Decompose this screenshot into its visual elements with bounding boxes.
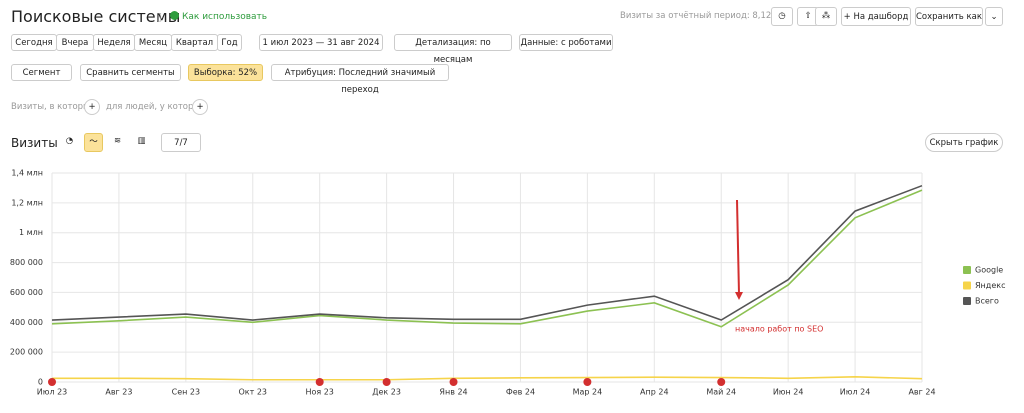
filter-people: для людей, у которых xyxy=(106,102,206,112)
x-tick-label: Май 24 xyxy=(706,388,736,397)
add-visit-filter[interactable]: + xyxy=(84,99,100,115)
attribution-button[interactable]: Атрибуция: Последний значимый переход xyxy=(271,64,449,95)
chart-metric: Визиты xyxy=(11,136,58,150)
legend-label: Яндекс xyxy=(975,281,1005,290)
event-marker xyxy=(48,378,56,386)
page-title: Поисковые системы xyxy=(11,7,181,26)
detail-button[interactable]: Детализация: по месяцам xyxy=(394,34,512,65)
hide-chart[interactable]: Скрыть график xyxy=(925,133,1003,152)
help-text[interactable]: Как использовать xyxy=(182,12,268,22)
y-tick-label: 1,4 млн xyxy=(11,169,43,178)
period-button[interactable]: Вчера xyxy=(56,34,94,51)
line-view[interactable]: 〜 xyxy=(84,133,103,152)
filter-visits: Визиты, в которых xyxy=(11,102,95,112)
legend-swatch xyxy=(963,297,971,305)
y-tick-label: 1 млн xyxy=(19,228,43,237)
dashboard-text[interactable]: На дашборд xyxy=(853,12,909,22)
event-marker xyxy=(449,378,458,386)
series-line xyxy=(51,189,923,328)
sample-button[interactable]: Выборка: 52% xyxy=(188,64,263,81)
x-tick-label: Фев 24 xyxy=(506,388,535,397)
x-tick-label: Авг 24 xyxy=(908,388,935,397)
legend-swatch xyxy=(963,266,971,274)
x-tick-label: Июн 24 xyxy=(773,388,804,397)
visits-total: Визиты за отчётный период: 8,12 млн xyxy=(620,11,792,21)
history-button[interactable]: ◷ xyxy=(771,7,793,26)
y-tick-label: 600 000 xyxy=(10,288,43,297)
x-tick-label: Июл 23 xyxy=(37,388,68,397)
event-marker xyxy=(315,378,324,386)
save-dropdown[interactable]: ⌄ xyxy=(985,7,1003,26)
x-tick-label: Авг 23 xyxy=(105,388,132,397)
x-tick-label: Окт 23 xyxy=(239,388,268,397)
compare-button[interactable]: Сравнить сегменты xyxy=(80,64,181,81)
x-tick-label: Дек 23 xyxy=(372,388,401,397)
y-tick-label: 400 000 xyxy=(10,318,43,327)
x-tick-label: Мар 24 xyxy=(573,388,603,397)
y-tick-label: 200 000 xyxy=(10,348,43,357)
event-marker xyxy=(583,378,592,386)
data-button[interactable]: Данные: с роботами xyxy=(519,34,613,51)
share-button[interactable]: ⁂ xyxy=(815,7,837,26)
period-button[interactable]: Год xyxy=(217,34,242,51)
y-tick-label: 1,2 млн xyxy=(11,198,43,207)
annotation: начало работ по SEO xyxy=(735,325,823,334)
x-tick-label: Июл 24 xyxy=(840,388,871,397)
series-line xyxy=(52,375,923,381)
period-button[interactable]: Месяц xyxy=(134,34,172,51)
annotation-arrowhead xyxy=(735,292,743,300)
event-marker xyxy=(717,378,726,386)
legend-label: Всего xyxy=(975,297,999,306)
annotation-arrow xyxy=(736,199,740,295)
bar-view[interactable]: ▥ xyxy=(132,133,151,152)
pie-view[interactable]: ◔ xyxy=(60,133,79,152)
period-button[interactable]: Неделя xyxy=(93,34,135,51)
period-button[interactable]: Квартал xyxy=(171,34,218,51)
segment-button[interactable]: Сегмент xyxy=(11,64,72,81)
series-line xyxy=(51,184,923,321)
y-tick-label: 800 000 xyxy=(10,258,43,267)
period-button[interactable]: Сегодня xyxy=(11,34,57,51)
legend-swatch xyxy=(963,281,971,290)
dashboard-button[interactable]: + На дашборд xyxy=(841,7,911,26)
x-tick-label: Апр 24 xyxy=(640,388,669,397)
x-tick-label: Сен 23 xyxy=(172,388,200,397)
x-tick-label: Ноя 23 xyxy=(305,388,333,397)
area-view[interactable]: ≋ xyxy=(108,133,127,152)
series-select[interactable]: 7/7 xyxy=(161,133,201,152)
y-tick-label: 0 xyxy=(38,378,43,387)
save-button[interactable]: Сохранить как xyxy=(915,7,983,26)
event-marker xyxy=(382,378,391,386)
add-people-filter[interactable]: + xyxy=(192,99,208,115)
help-link[interactable]: Как использовать xyxy=(170,11,267,22)
x-tick-label: Янв 24 xyxy=(439,388,467,397)
date-button[interactable]: 1 июл 2023 — 31 авг 2024 xyxy=(259,34,383,51)
bookmark-icon[interactable]: ▯ xyxy=(156,10,163,23)
legend-label: Google xyxy=(975,266,1003,275)
